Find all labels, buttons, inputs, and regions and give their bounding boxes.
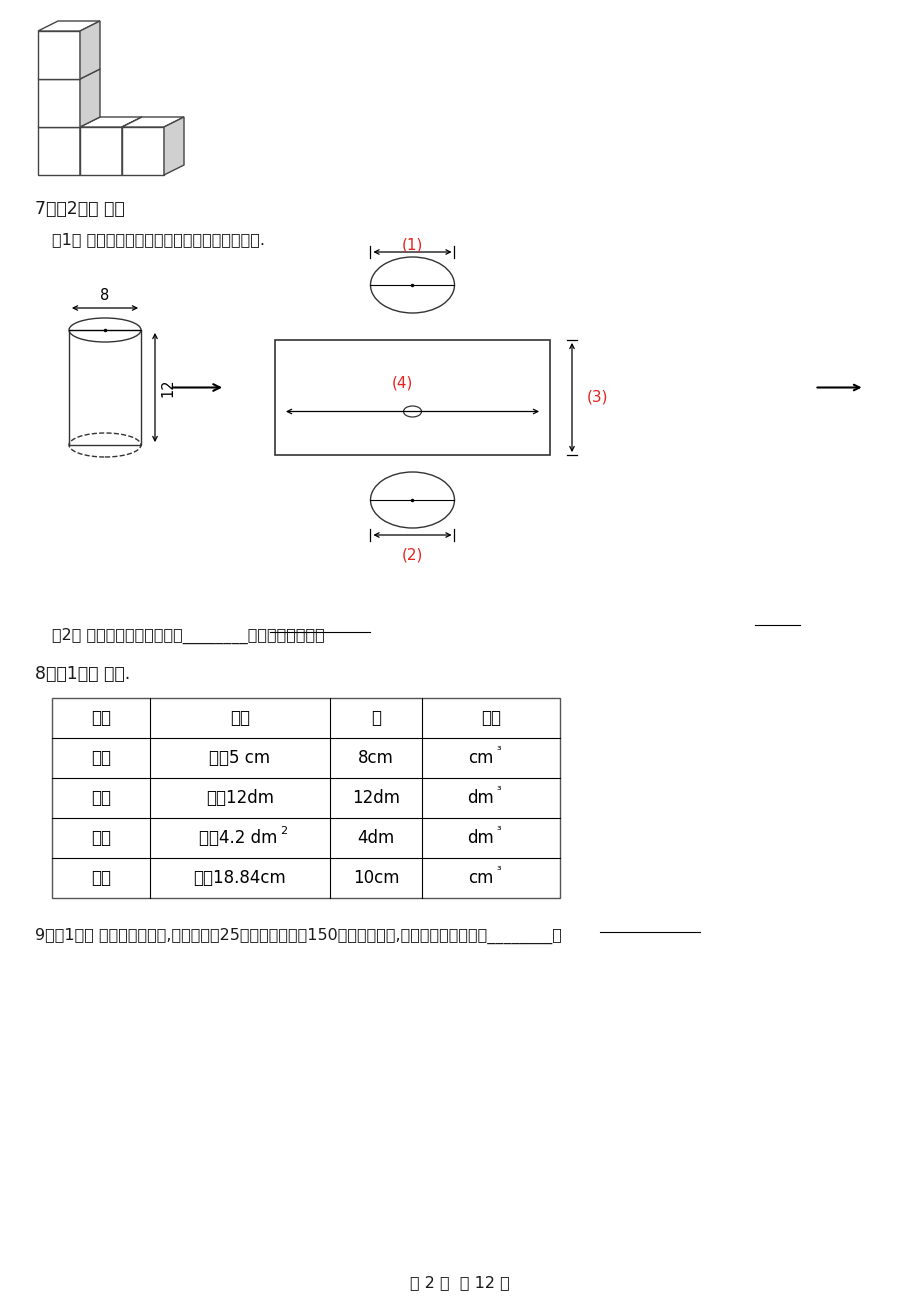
Text: （2） 计算这个圆柱的表面积________．（单位：厘米）: （2） 计算这个圆柱的表面积________．（单位：厘米） xyxy=(52,628,324,644)
Text: 8．（1分） 填表.: 8．（1分） 填表. xyxy=(35,665,130,684)
Polygon shape xyxy=(80,128,122,174)
Text: 圆锥: 圆锥 xyxy=(91,829,111,848)
Text: (3): (3) xyxy=(586,391,607,405)
Text: 圆锥: 圆锥 xyxy=(91,749,111,767)
Text: 名称: 名称 xyxy=(91,710,111,727)
Text: dm: dm xyxy=(467,789,494,807)
Text: （1） 在下面圆柱的表面展开图中填上有关数据.: （1） 在下面圆柱的表面展开图中填上有关数据. xyxy=(52,232,265,247)
Text: 8cm: 8cm xyxy=(357,749,393,767)
Text: ³: ³ xyxy=(495,786,500,796)
Text: 直径12dm: 直径12dm xyxy=(206,789,274,807)
Polygon shape xyxy=(38,128,80,174)
Text: cm: cm xyxy=(468,868,494,887)
Text: 4dm: 4dm xyxy=(357,829,394,848)
Text: (1): (1) xyxy=(402,237,423,253)
Polygon shape xyxy=(122,128,164,174)
Polygon shape xyxy=(164,117,184,174)
Text: 12dm: 12dm xyxy=(352,789,400,807)
Polygon shape xyxy=(38,117,100,128)
Text: 底面: 底面 xyxy=(230,710,250,727)
Polygon shape xyxy=(38,79,80,128)
Text: (2): (2) xyxy=(402,548,423,562)
Text: ³: ³ xyxy=(495,825,500,836)
Text: 2: 2 xyxy=(279,825,287,836)
Text: cm: cm xyxy=(468,749,494,767)
Text: ³: ³ xyxy=(495,866,500,876)
Text: 7．（2分） 填空: 7．（2分） 填空 xyxy=(35,201,125,217)
Text: 8: 8 xyxy=(100,288,109,303)
Polygon shape xyxy=(80,117,142,128)
Polygon shape xyxy=(38,21,100,31)
Polygon shape xyxy=(80,69,100,128)
Bar xyxy=(52,698,560,898)
Polygon shape xyxy=(122,117,142,174)
Polygon shape xyxy=(38,69,100,79)
Text: (4): (4) xyxy=(391,376,413,391)
Polygon shape xyxy=(80,117,100,174)
Text: 半径5 cm: 半径5 cm xyxy=(210,749,270,767)
Text: dm: dm xyxy=(467,829,494,848)
Text: 体积: 体积 xyxy=(481,710,501,727)
Text: 周长18.84cm: 周长18.84cm xyxy=(193,868,286,887)
Text: 12: 12 xyxy=(160,378,175,397)
Text: 10cm: 10cm xyxy=(352,868,399,887)
Polygon shape xyxy=(122,117,184,128)
Polygon shape xyxy=(80,21,100,79)
Text: 圆锥: 圆锥 xyxy=(91,789,111,807)
Text: 9．（1分） 设计一幢教学楼,在图纸上用25厘米的线段表示150米的实际长度,这张图纸的比例尺是________．: 9．（1分） 设计一幢教学楼,在图纸上用25厘米的线段表示150米的实际长度,这… xyxy=(35,928,562,944)
Bar xyxy=(275,340,550,454)
Bar xyxy=(69,329,141,445)
Polygon shape xyxy=(38,31,80,79)
Text: 高: 高 xyxy=(370,710,380,727)
Text: 第 2 页  共 12 页: 第 2 页 共 12 页 xyxy=(410,1275,509,1290)
Text: 圆柱: 圆柱 xyxy=(91,868,111,887)
Text: 面积4.2 dm: 面积4.2 dm xyxy=(199,829,277,848)
Text: ³: ³ xyxy=(495,746,500,756)
